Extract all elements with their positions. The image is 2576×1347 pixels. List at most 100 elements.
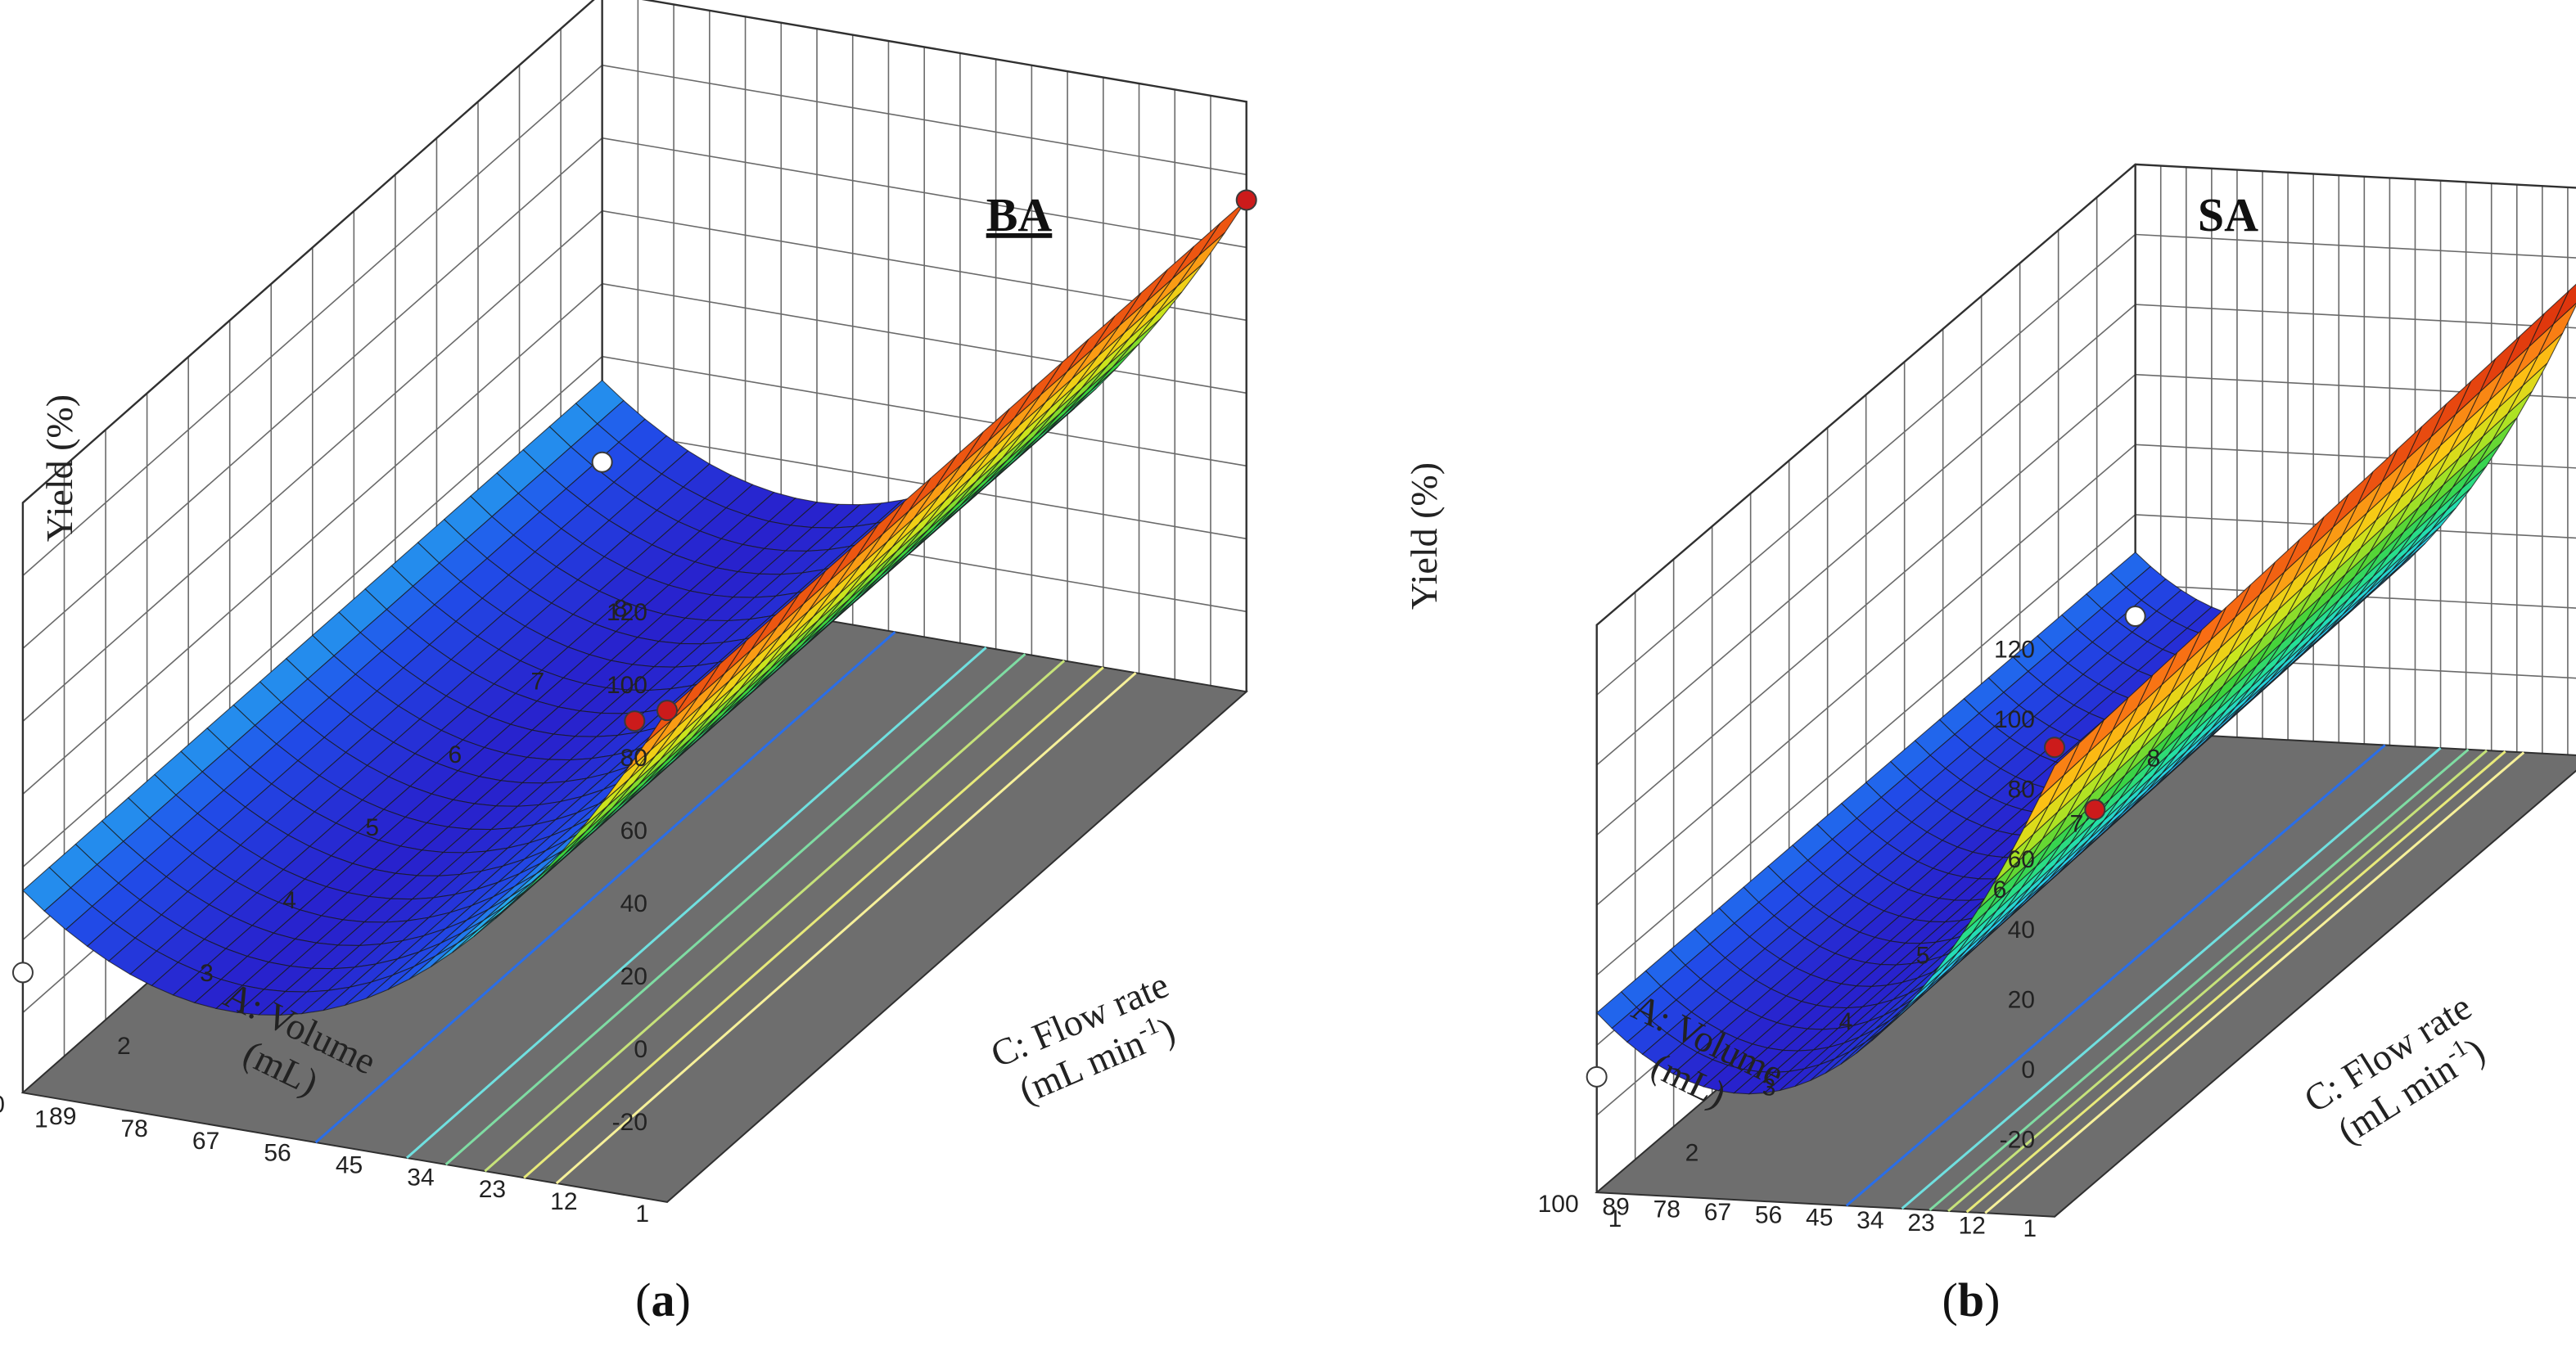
floor-contour-line [555, 672, 1137, 1185]
z-tick-label: 60 [2008, 846, 2035, 873]
z-tick-label: 0 [634, 1036, 647, 1063]
z-axis-title: Yield (%) [1403, 462, 1445, 610]
left-wall-horizontal-gridline [1596, 304, 2136, 766]
x-axis-ticks: 1 12 23 34 45 56 67 78 89 100 [0, 1091, 649, 1228]
x-tick-label: 34 [407, 1164, 434, 1191]
z-tick-label: -20 [2000, 1127, 2035, 1154]
left-wall-horizontal-gridline [22, 65, 603, 576]
x-tick-label: 89 [49, 1103, 76, 1130]
floor-contour-line [1845, 744, 2386, 1207]
y-tick-label: 8 [614, 596, 628, 623]
wall-frame [21, 0, 1247, 1093]
z-tick-label: 120 [1994, 636, 2035, 663]
design-point-marker [2044, 737, 2065, 759]
y-tick-label: 5 [1916, 942, 1930, 969]
right-wall-horizontal-gridline [602, 355, 1247, 467]
x-tick-label: 78 [1653, 1196, 1680, 1223]
right-wall-horizontal-gridline [2135, 304, 2576, 329]
y-tick-label: 1 [1608, 1205, 1622, 1232]
floor-contour-line [484, 660, 1066, 1173]
x-tick-label: 23 [1907, 1210, 1934, 1237]
floor-contour-line [406, 646, 987, 1160]
left-wall-horizontal-gridline [1596, 514, 2136, 976]
panel-caption: (b) [1942, 1273, 2001, 1327]
floor-contour-line [1947, 749, 2488, 1212]
x-tick-label: 1 [635, 1201, 649, 1228]
panel-a: -200204060801001201122334455667788910012… [0, 0, 1257, 1327]
right-wall-horizontal-gridline [602, 64, 1247, 176]
z-tick-label: 40 [620, 890, 647, 917]
x-tick-label: 67 [192, 1128, 219, 1155]
x-tick-label: 56 [264, 1140, 291, 1167]
z-axis-ticks: -20 0 20 40 60 80 100 120 [607, 599, 647, 1136]
design-point-marker [1235, 189, 1257, 211]
x-axis-ticks: 1 12 23 34 45 56 67 78 89 100 [1538, 1191, 2037, 1242]
x-tick-label: 67 [1704, 1199, 1731, 1226]
left-wall-horizontal-gridline [22, 210, 603, 722]
floor-contour-line [1901, 746, 2442, 1210]
left-wall-horizontal-gridline [22, 137, 603, 649]
y-tick-label: 6 [1993, 876, 2007, 903]
x-tick-label: 100 [1538, 1191, 1579, 1218]
y-tick-label: 7 [2070, 811, 2084, 838]
design-point-marker [1586, 1065, 1608, 1088]
right-wall-horizontal-gridline [2135, 233, 2576, 259]
right-wall-horizontal-gridline [2135, 444, 2576, 469]
floor-contour-line [1984, 751, 2525, 1214]
z-tick-label: 0 [2021, 1056, 2035, 1083]
panel-series-label: SA [2198, 188, 2258, 241]
z-tick-label: 100 [607, 672, 647, 699]
x-tick-label: 34 [1856, 1207, 1884, 1234]
z-tick-label: 20 [2008, 986, 2035, 1013]
design-point-marker [624, 710, 646, 732]
y-tick-label: 1 [34, 1106, 48, 1133]
response-surface [22, 200, 1247, 1016]
z-tick-label: 20 [620, 963, 647, 990]
x-tick-label: 45 [1806, 1205, 1833, 1232]
surface-cell [2038, 742, 2080, 799]
z-axis-ticks: -20 0 20 40 60 80 100 120 [1994, 636, 2035, 1153]
y-tick-label: 8 [2147, 745, 2161, 772]
z-axis-title: Yield (%) [38, 394, 80, 542]
z-tick-label: -20 [612, 1109, 647, 1136]
panel-caption: (a) [635, 1273, 691, 1327]
design-point-marker [11, 962, 34, 984]
floor-contour-line [444, 653, 1026, 1166]
y-tick-label: 2 [117, 1033, 131, 1060]
caption-open-paren: ( [1942, 1273, 1958, 1327]
design-point-marker [656, 700, 678, 722]
caption-letter: b [1958, 1273, 1984, 1327]
x-tick-label: 1 [2023, 1215, 2037, 1242]
y-tick-label: 5 [365, 814, 379, 841]
caption-letter: a [652, 1273, 675, 1327]
caption-open-paren: ( [635, 1273, 651, 1327]
floor-contour-line [314, 631, 896, 1144]
x-tick-label: 12 [550, 1188, 577, 1215]
y-tick-label: 4 [1839, 1008, 1853, 1035]
design-points [1586, 606, 2146, 1088]
y-tick-label: 6 [448, 741, 462, 768]
z-tick-label: 120 [607, 599, 647, 626]
caption-close-paren: ) [1984, 1273, 2000, 1327]
x-tick-label: 23 [479, 1176, 506, 1203]
floor-contour-line [1965, 750, 2506, 1214]
x-tick-label: 12 [1958, 1212, 1985, 1239]
left-wall-horizontal-gridline [22, 283, 603, 795]
z-tick-label: 40 [2008, 917, 2035, 944]
x-tick-label: 56 [1755, 1201, 1782, 1228]
panel-series-label: BA [986, 188, 1053, 241]
design-point-marker [2084, 799, 2106, 821]
z-tick-label: 80 [2008, 777, 2035, 804]
y-tick-label: 3 [1762, 1074, 1776, 1101]
design-points [11, 189, 1257, 984]
left-wall-horizontal-gridline [1596, 233, 2136, 696]
x-tick-label: 78 [120, 1115, 147, 1142]
floor-contour-line [523, 666, 1104, 1179]
design-point-marker [591, 451, 613, 473]
y-tick-label: 2 [1685, 1140, 1699, 1167]
floor-contour-line [1929, 748, 2470, 1211]
x-tick-label: 45 [336, 1152, 363, 1179]
